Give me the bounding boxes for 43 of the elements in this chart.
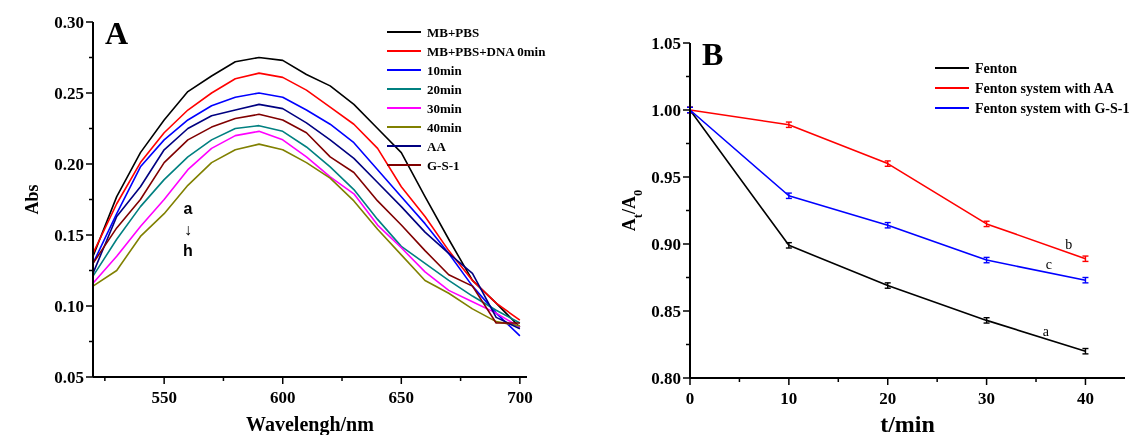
y-tick-label: 0.90 (651, 235, 681, 254)
legend-label: Fenton system with G-S-1 (975, 101, 1130, 116)
x-tick-label: 550 (151, 388, 177, 407)
x-axis-title: t/min (880, 411, 935, 435)
y-tick-label: 0.15 (54, 226, 84, 245)
y-tick-label: 0.85 (651, 302, 681, 321)
y-tick-label: 0.05 (54, 368, 84, 387)
y-tick-label: 0.80 (651, 369, 681, 388)
x-tick-label: 40 (1076, 389, 1094, 408)
y-tick-label: 0.95 (651, 168, 681, 187)
x-tick-label: 30 (978, 389, 996, 408)
x-axis-title: Wavelengh/nm (246, 413, 375, 435)
chart-title: A (105, 15, 129, 51)
y-tick-label: 0.30 (54, 13, 84, 32)
legend-label: 20min (427, 82, 463, 97)
y-axis-title: Abs (22, 184, 42, 215)
y-tick-label: 0.10 (54, 297, 84, 316)
x-tick-label: 700 (507, 388, 533, 407)
legend-label: MB+PBS (427, 25, 480, 40)
x-tick-label: 10 (780, 389, 798, 408)
chart-title: B (702, 36, 724, 72)
legend-label: G-S-1 (427, 158, 460, 173)
y-tick-label: 1.05 (651, 34, 681, 53)
annotation: b (1065, 237, 1073, 253)
legend-label: AA (427, 139, 447, 154)
legend-label: MB+PBS+DNA 0min (427, 44, 547, 59)
y-tick-label: 0.20 (54, 155, 84, 174)
y-tick-label: 0.25 (54, 84, 84, 103)
x-tick-label: 0 (685, 389, 695, 408)
x-tick-label: 20 (879, 389, 897, 408)
y-tick-label: 1.00 (651, 101, 681, 120)
annotation: c (1045, 257, 1052, 273)
legend-label: 10min (427, 63, 463, 78)
legend-label: Fenton (975, 61, 1018, 76)
legend-label: 30min (427, 101, 463, 116)
annotation: ↓ (184, 221, 192, 238)
annotation: h (183, 242, 193, 259)
legend-label: Fenton system with AA (975, 81, 1115, 96)
x-tick-label: 650 (388, 388, 415, 407)
annotation: a (1042, 324, 1050, 340)
annotation: a (183, 200, 193, 217)
legend-label: 40min (427, 120, 463, 135)
x-tick-label: 600 (269, 388, 296, 407)
